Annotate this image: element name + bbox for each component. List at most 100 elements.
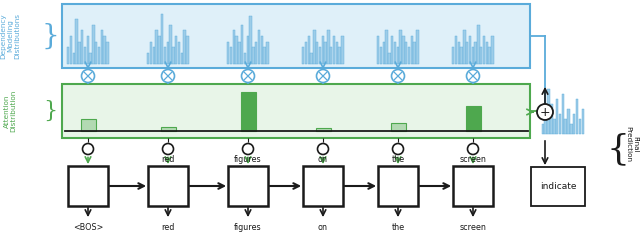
Bar — [78, 41, 81, 64]
Bar — [161, 127, 175, 131]
Bar — [416, 30, 419, 64]
Text: Attention
Distribution: Attention Distribution — [3, 90, 17, 132]
Bar — [310, 53, 313, 64]
Bar — [335, 41, 338, 64]
Bar — [466, 41, 468, 64]
FancyBboxPatch shape — [62, 4, 530, 68]
Bar — [455, 36, 457, 64]
Bar — [244, 53, 246, 64]
Circle shape — [243, 143, 253, 154]
Bar — [550, 104, 553, 134]
Bar — [322, 36, 324, 64]
Text: indicate: indicate — [540, 182, 576, 191]
Bar — [397, 47, 399, 64]
Circle shape — [392, 70, 404, 82]
Bar — [582, 109, 584, 134]
Bar — [383, 41, 385, 64]
Text: screen: screen — [460, 154, 486, 163]
Text: +: + — [540, 105, 550, 119]
Bar — [570, 124, 573, 134]
FancyBboxPatch shape — [148, 166, 188, 206]
Bar — [264, 47, 266, 64]
Text: the: the — [392, 224, 404, 233]
Bar — [486, 41, 488, 64]
Bar — [458, 41, 460, 64]
Bar — [547, 89, 550, 134]
FancyBboxPatch shape — [303, 166, 343, 206]
Text: red: red — [161, 154, 175, 163]
Bar — [377, 36, 380, 64]
Bar — [541, 124, 544, 134]
FancyBboxPatch shape — [228, 166, 268, 206]
Bar — [241, 92, 255, 131]
FancyBboxPatch shape — [378, 166, 418, 206]
Bar — [411, 36, 413, 64]
Bar — [230, 47, 232, 64]
Bar — [380, 47, 382, 64]
Bar — [488, 47, 491, 64]
Bar — [319, 47, 321, 64]
Bar — [460, 47, 463, 64]
Bar — [472, 47, 474, 64]
Bar — [545, 109, 547, 134]
Bar — [567, 109, 570, 134]
Bar — [308, 36, 310, 64]
Bar — [170, 25, 172, 64]
Bar — [184, 30, 186, 64]
Bar — [98, 47, 100, 64]
Bar — [324, 41, 327, 64]
Bar — [172, 47, 175, 64]
Bar — [236, 36, 238, 64]
Bar — [175, 36, 177, 64]
Text: figures: figures — [234, 224, 262, 233]
Bar — [161, 14, 163, 64]
Bar — [255, 41, 257, 64]
Circle shape — [467, 143, 479, 154]
Bar — [92, 25, 95, 64]
Bar — [238, 41, 241, 64]
Circle shape — [317, 143, 328, 154]
Bar — [150, 41, 152, 64]
Bar — [341, 36, 344, 64]
Bar — [90, 53, 92, 64]
Bar — [474, 41, 477, 64]
Bar — [477, 25, 479, 64]
Text: screen: screen — [460, 224, 486, 233]
Bar — [86, 36, 89, 64]
Bar — [305, 41, 307, 64]
Text: {: { — [607, 132, 630, 166]
FancyBboxPatch shape — [62, 84, 530, 138]
FancyBboxPatch shape — [531, 167, 585, 206]
FancyBboxPatch shape — [68, 166, 108, 206]
Bar — [106, 41, 109, 64]
Bar — [468, 36, 471, 64]
Bar — [327, 30, 330, 64]
Bar — [313, 30, 316, 64]
Bar — [330, 47, 332, 64]
Bar — [492, 36, 493, 64]
Bar — [180, 53, 183, 64]
Text: }: } — [41, 22, 59, 50]
Bar — [147, 53, 149, 64]
Text: figures: figures — [234, 154, 262, 163]
Circle shape — [392, 143, 403, 154]
Bar — [178, 41, 180, 64]
Bar — [81, 30, 83, 64]
Bar — [390, 123, 406, 131]
Bar — [100, 30, 103, 64]
Bar — [463, 30, 466, 64]
Text: }: } — [43, 100, 57, 122]
Bar — [579, 119, 581, 134]
FancyBboxPatch shape — [453, 166, 493, 206]
Bar — [164, 47, 166, 64]
Bar — [67, 47, 69, 64]
Bar — [564, 119, 567, 134]
Bar — [252, 47, 255, 64]
Text: on: on — [318, 224, 328, 233]
Text: Dependency
Modeling
Distributions: Dependency Modeling Distributions — [0, 13, 20, 59]
Bar — [391, 36, 394, 64]
Bar — [413, 41, 416, 64]
Circle shape — [467, 70, 479, 82]
Bar — [95, 41, 97, 64]
Bar — [452, 47, 454, 64]
